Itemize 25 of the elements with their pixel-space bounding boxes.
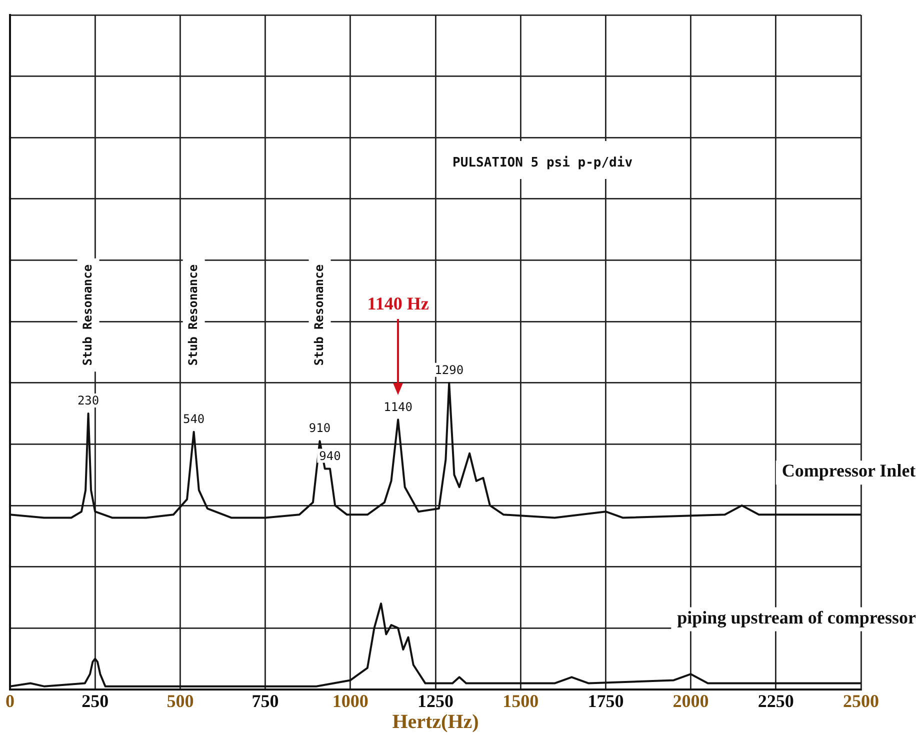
text: Stub Resonance [312, 264, 326, 366]
x-tick-label: 1750 [588, 690, 624, 711]
annotation: 910 [308, 421, 331, 436]
x-tick-label: 250 [82, 690, 109, 711]
series-label: Compressor Inlet [782, 460, 916, 481]
annotation: 1140 [384, 400, 413, 414]
annotation: 940 [319, 448, 341, 463]
x-tick-label: 1000 [332, 690, 368, 711]
text: 1140 Hz [367, 294, 429, 314]
x-axis-title: Hertz(Hz) [392, 711, 479, 734]
text: Stub Resonance [186, 264, 200, 366]
x-tick-label: 2000 [672, 690, 709, 711]
x-tick-label: 1250 [418, 690, 454, 711]
text: piping upstream of compressor [677, 607, 916, 628]
x-tick-label: 750 [252, 690, 279, 711]
annotation: 1290 [434, 362, 464, 377]
annotation: 540 [182, 412, 205, 426]
annotation: 230 [77, 394, 100, 408]
text: PULSATION 5 psi p-p/div [452, 155, 633, 170]
x-tick-label: 0 [6, 690, 14, 711]
text: Stub Resonance [80, 264, 94, 366]
x-tick-label: 1500 [502, 690, 539, 711]
x-tick-label: 500 [166, 690, 194, 711]
x-tick-label: 2500 [843, 690, 879, 711]
x-tick-label: 2250 [758, 690, 794, 711]
